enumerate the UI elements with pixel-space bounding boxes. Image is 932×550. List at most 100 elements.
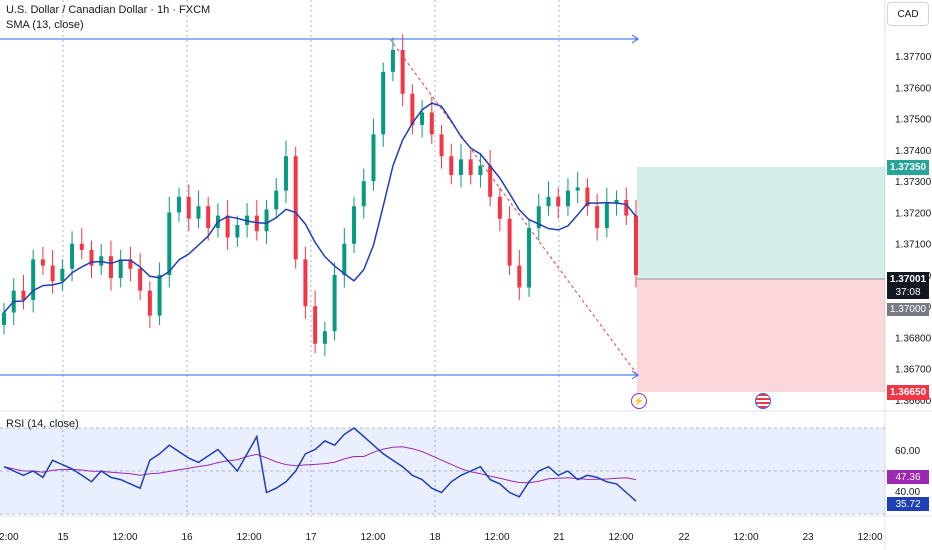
candle-body[interactable] [128,259,133,269]
candle-body[interactable] [468,159,473,175]
candle-body[interactable] [575,187,580,191]
candle-body[interactable] [507,218,512,266]
price-pane[interactable] [0,0,885,410]
candle-body[interactable] [60,268,65,282]
sma-legend[interactable]: SMA (13, close) [6,19,84,31]
long-position-loss-zone[interactable] [637,279,885,392]
stop-price-tag: 1.36650 [887,385,929,400]
candle-body[interactable] [50,265,55,282]
candle-body[interactable] [225,215,230,238]
price-tick-label: 1.36800 [895,333,932,344]
candle-body[interactable] [458,159,463,175]
candle-body[interactable] [604,203,609,229]
candle-body[interactable] [332,274,337,332]
candle-body[interactable] [40,259,45,266]
candle-body[interactable] [206,206,211,229]
candle-body[interactable] [488,165,493,197]
candle-body[interactable] [420,112,425,125]
current-price-tag: 1.37001 [887,272,929,287]
candle-body[interactable] [536,206,541,229]
candle-body[interactable] [264,209,269,232]
candle-body[interactable] [147,290,152,316]
price-tick-label: 1.37200 [895,208,932,219]
rsi-value-tag: 35.72 [887,497,929,511]
currency-button[interactable]: CAD [887,2,929,26]
candle-body[interactable] [79,243,84,250]
time-tick-label: 22 [678,532,690,543]
candle-body[interactable] [21,290,26,300]
candle-body[interactable] [293,156,298,260]
candle-body[interactable] [565,190,570,207]
candle-body[interactable] [371,134,376,182]
candle-body[interactable] [546,196,551,207]
candle-body[interactable] [361,181,366,207]
symbol-title[interactable]: U.S. Dollar / Canadian Dollar · 1h · FXC… [6,4,211,16]
price-tick-label: 1.37600 [895,83,932,94]
sma-line[interactable] [3,102,637,313]
rsi-line[interactable] [3,427,637,502]
candle-body[interactable] [177,196,182,213]
candle-body[interactable] [283,156,288,191]
sma-price-tag: 1.37000 [887,303,929,316]
lightning-icon[interactable]: ⚡ [631,393,647,409]
candle-body[interactable] [478,165,483,175]
price-scale[interactable]: 1.37700 1.37600 1.37500 1.37400 1.37300 1.372… [895,52,932,407]
rsi-legend[interactable]: RSI (14, close) [6,418,79,430]
candle-body[interactable] [439,134,444,157]
candle-body[interactable] [517,265,522,288]
support-arrow-icon [631,370,639,380]
candle-body[interactable] [352,206,357,244]
rsi-band [0,428,885,514]
candle-body[interactable] [410,93,415,125]
candle-body[interactable] [595,206,600,229]
candle-body[interactable] [322,331,327,344]
candle-body[interactable] [303,259,308,307]
time-scale[interactable]: 12:00 15 12:00 16 12:00 17 12:00 18 12:00 21 12:00… [0,532,883,543]
candle-body[interactable] [186,196,191,219]
candle-body[interactable] [381,71,386,135]
candle-body[interactable] [449,156,454,175]
candle-body[interactable] [118,259,123,279]
candle-body[interactable] [624,199,629,216]
candle-body[interactable] [89,249,94,266]
candle-body[interactable] [429,112,434,135]
candle-body[interactable] [400,49,405,94]
candle-body[interactable] [235,224,240,238]
time-tick-label: 12:00 [360,532,385,543]
candle-body[interactable] [614,199,619,204]
candle-body[interactable] [108,256,113,279]
time-tick-label: 12:00 [733,532,758,543]
candle-body[interactable] [167,212,172,275]
time-tick-label: 12:00 [857,532,882,543]
candle-body[interactable] [274,190,279,210]
candle-body[interactable] [556,196,561,207]
price-tick-label: 1.36600 [895,396,932,407]
rsi-pane[interactable] [0,412,885,515]
rsi-ma-line[interactable] [3,446,637,484]
time-tick-label: 23 [802,532,814,543]
time-tick-label: 12:00 [0,532,19,543]
rsi-ma-value-tag: 47.36 [887,470,929,484]
time-tick-label: 15 [57,532,69,543]
candle-body[interactable] [31,259,36,300]
candle-body[interactable] [585,187,590,207]
long-position-profit-zone[interactable] [637,167,885,279]
candle-body[interactable] [313,306,318,344]
time-tick-label: 12:00 [112,532,137,543]
candle-body[interactable] [527,228,532,288]
candle-body[interactable] [634,215,638,275]
candle-body[interactable] [138,268,143,291]
us-flag-icon[interactable] [755,393,771,409]
candle-body[interactable] [390,49,395,72]
candle-body[interactable] [342,243,347,275]
time-tick-label: 12:00 [484,532,509,543]
time-tick-label: 12:00 [236,532,261,543]
candle-body[interactable] [196,206,201,219]
candle-body[interactable] [2,312,6,325]
countdown-tag: 37:08 [887,286,929,299]
candle-body[interactable] [157,274,162,316]
candle-body[interactable] [70,243,75,269]
candle-body[interactable] [497,196,502,219]
resistance-arrow-icon [631,34,639,44]
